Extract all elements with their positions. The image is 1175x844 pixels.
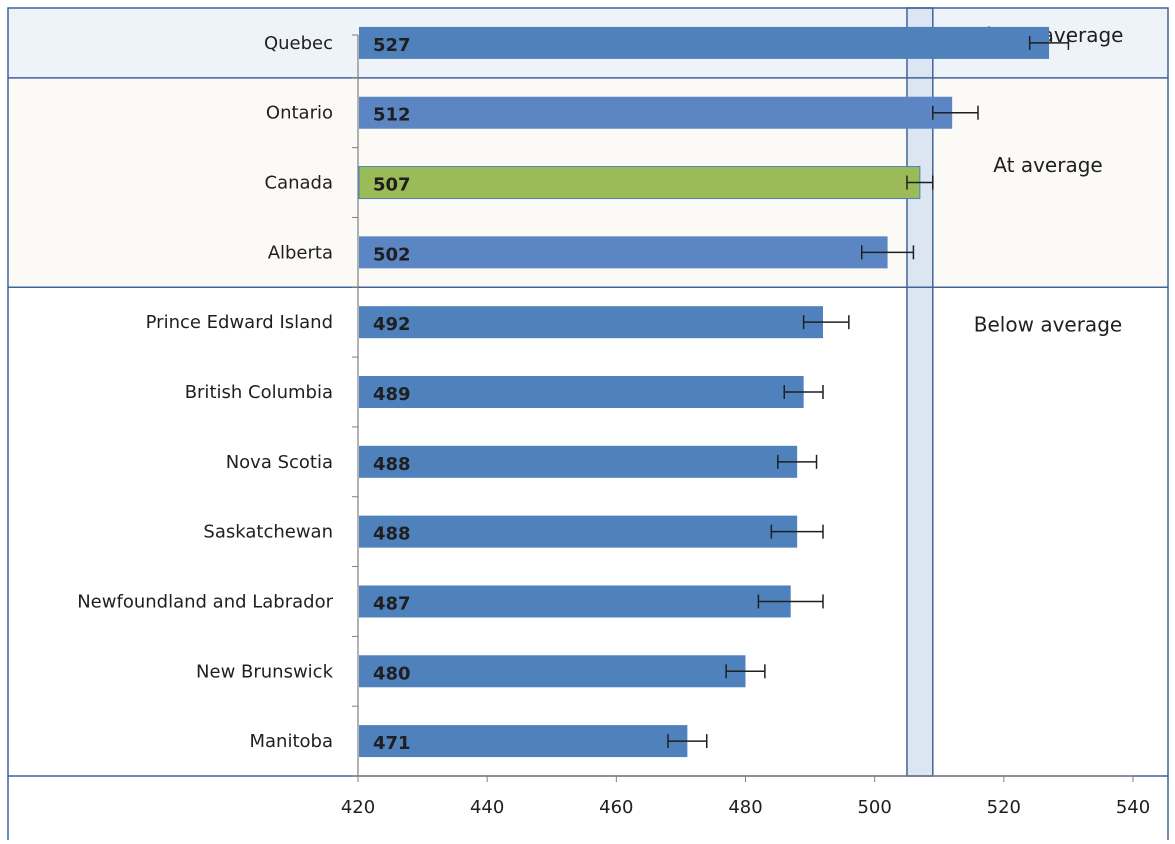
category-label-0: Quebec xyxy=(264,33,333,54)
category-label-8: Newfoundland and Labrador xyxy=(77,591,333,612)
category-label-2: Canada xyxy=(265,173,334,194)
x-tick-label-3: 480 xyxy=(728,797,762,818)
value-label-0: 527 xyxy=(373,35,411,56)
band-label-2: Below average xyxy=(974,312,1122,336)
value-label-10: 471 xyxy=(373,733,411,754)
value-label-8: 487 xyxy=(373,593,411,614)
category-label-7: Saskatchewan xyxy=(203,522,333,543)
category-label-6: Nova Scotia xyxy=(226,452,333,473)
value-label-1: 512 xyxy=(373,105,411,126)
bar-2 xyxy=(359,167,920,199)
category-label-10: Manitoba xyxy=(250,731,334,752)
bar-1 xyxy=(359,97,952,129)
value-label-9: 480 xyxy=(373,663,411,684)
value-label-2: 507 xyxy=(373,175,411,196)
category-label-1: Ontario xyxy=(266,103,333,124)
bar-7 xyxy=(359,516,797,548)
x-tick-label-0: 420 xyxy=(341,797,375,818)
x-tick-label-5: 520 xyxy=(987,797,1021,818)
x-tick-label-2: 460 xyxy=(599,797,633,818)
value-label-6: 488 xyxy=(373,454,411,475)
bar-6 xyxy=(359,446,797,478)
category-label-3: Alberta xyxy=(268,242,333,263)
value-label-7: 488 xyxy=(373,524,411,545)
bar-5 xyxy=(359,376,804,408)
bar-4 xyxy=(359,306,823,338)
band-label-1: At average xyxy=(993,153,1102,177)
bar-9 xyxy=(359,655,746,687)
x-tick-label-6: 540 xyxy=(1116,797,1150,818)
x-tick-label-1: 440 xyxy=(470,797,504,818)
bar-3 xyxy=(359,236,888,268)
bar-0 xyxy=(359,27,1049,59)
bar-8 xyxy=(359,585,791,617)
value-label-3: 502 xyxy=(373,244,411,265)
category-label-4: Prince Edward Island xyxy=(146,312,333,333)
x-tick-label-4: 500 xyxy=(857,797,891,818)
value-label-5: 489 xyxy=(373,384,411,405)
category-label-5: British Columbia xyxy=(185,382,333,403)
value-label-4: 492 xyxy=(373,314,411,335)
category-label-9: New Brunswick xyxy=(196,661,334,682)
